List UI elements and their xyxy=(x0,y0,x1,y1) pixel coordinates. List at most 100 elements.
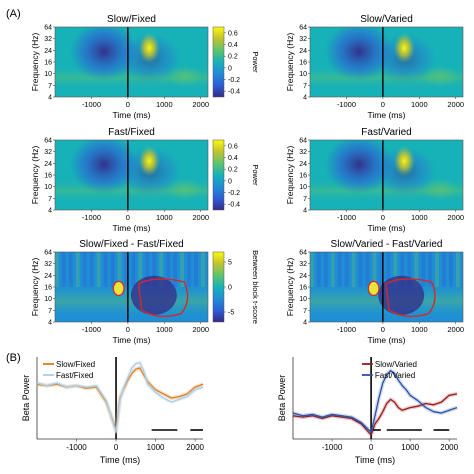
y-axis-label: Frequency (Hz) xyxy=(30,33,40,92)
desync-region xyxy=(70,140,138,194)
colorbar-label: Between block t-score xyxy=(251,250,260,324)
x-tick-label: 1000 xyxy=(156,100,173,109)
x-tick-label: 0 xyxy=(381,213,385,222)
noise-streak xyxy=(379,252,384,287)
colorbar-tick-label: 0.2 xyxy=(228,54,238,61)
heatmap-panel-2: Fast/Fixed 64 32 24 16 10 7 4 -1000 0 1000 2000 Time… xyxy=(30,127,260,233)
y-tick-label: 7 xyxy=(48,308,52,315)
rebound-blob xyxy=(138,145,160,177)
y-tick-label: 24 xyxy=(44,48,52,55)
y-tick-label: 16 xyxy=(44,173,52,180)
x-tick-label: 2000 xyxy=(440,443,458,452)
y-tick-label: 16 xyxy=(299,60,307,67)
noise-streak xyxy=(323,252,328,287)
late-region xyxy=(421,178,459,200)
y-tick-label: 32 xyxy=(44,261,52,268)
noise-streak xyxy=(96,252,101,287)
series-line xyxy=(36,361,204,433)
y-axis-label: Frequency (Hz) xyxy=(30,146,40,205)
noise-streak xyxy=(55,252,59,287)
colorbar-gradient xyxy=(212,139,225,211)
y-tick-label: 24 xyxy=(44,161,52,168)
x-tick-label: 0 xyxy=(126,213,130,222)
legend-label: Fast/Fixed xyxy=(56,371,93,380)
y-axis-label: Frequency (Hz) xyxy=(285,258,295,317)
colorbar-label: Power xyxy=(251,164,260,186)
panel-title: Fast/Fixed xyxy=(108,127,155,138)
y-tick-label: 4 xyxy=(303,95,307,102)
y-axis-label: Beta Power xyxy=(277,375,287,422)
positive-cluster xyxy=(112,280,125,296)
y-tick-label: 10 xyxy=(44,296,52,303)
noise-streak xyxy=(428,252,433,287)
line-chart-0: Slow/Fixed Fast/Fixed -1000 0 1000 2000 Time (… xyxy=(21,357,205,465)
colorbar-label: Power xyxy=(251,51,260,73)
y-tick-label: 10 xyxy=(44,71,52,78)
colorbar-tick-label: -5 xyxy=(228,310,234,317)
x-tick-label: -1000 xyxy=(322,443,343,452)
colorbar-tick-label: 0.6 xyxy=(228,30,238,37)
noise-streak xyxy=(344,252,349,287)
colorbar-tick-label: -0.2 xyxy=(228,190,240,197)
x-tick-label: -1000 xyxy=(337,325,356,334)
series-line xyxy=(292,393,458,436)
y-tick-label: 7 xyxy=(303,196,307,203)
negative-cluster xyxy=(378,275,425,315)
panel-label-a: (A) xyxy=(6,8,21,20)
y-axis-label: Frequency (Hz) xyxy=(30,258,40,317)
noise-streak xyxy=(330,252,335,287)
x-tick-label: 1000 xyxy=(401,443,419,452)
y-tick-label: 32 xyxy=(299,36,307,43)
noise-streak xyxy=(372,252,377,287)
colorbar-tick-label: 0.6 xyxy=(228,143,238,150)
line-chart-1: Slow/Varied Fast/Varied -1000 0 1000 2000 Time… xyxy=(277,357,459,465)
x-axis-label: Time (ms) xyxy=(355,455,395,465)
x-tick-label: 2000 xyxy=(447,213,464,222)
y-tick-label: 4 xyxy=(48,320,52,327)
heatmap-panel-1: Slow/Varied 64 32 24 16 10 7 4 -1000 0 1000 2000 Tim… xyxy=(285,14,464,120)
x-tick-label: 2000 xyxy=(186,443,204,452)
x-tick-label: 1000 xyxy=(411,213,428,222)
noise-streak xyxy=(159,252,164,287)
y-tick-label: 24 xyxy=(299,48,307,55)
noise-streak xyxy=(110,252,115,287)
noise-streak xyxy=(400,252,405,287)
noise-streak xyxy=(75,252,80,287)
x-tick-label: 0 xyxy=(369,443,374,452)
y-tick-label: 4 xyxy=(48,208,52,215)
x-tick-label: 2000 xyxy=(447,325,464,334)
y-tick-label: 32 xyxy=(44,36,52,43)
colorbar-tick-label: -0.4 xyxy=(228,89,240,96)
colorbar-tick-label: 0 xyxy=(228,178,232,185)
colorbar-gradient xyxy=(212,251,225,323)
colorbar-tick-label: 5 xyxy=(228,260,232,267)
panel-title: Slow/Varied xyxy=(360,14,413,25)
panel-title: Slow/Varied - Fast/Varied xyxy=(331,239,443,250)
y-tick-label: 10 xyxy=(299,71,307,78)
noise-streak xyxy=(365,252,370,287)
series-line xyxy=(292,370,458,433)
noise-streak xyxy=(310,252,314,287)
heatmap-panel-4: Slow/Fixed - Fast/Fixed 64 32 24 16 10 7 4 -1000… xyxy=(30,239,260,345)
x-tick-label: -1000 xyxy=(66,443,87,452)
x-tick-label: -1000 xyxy=(337,100,356,109)
y-axis-label: Beta Power xyxy=(21,375,31,422)
significance-contour xyxy=(385,278,436,318)
y-axis-label: Frequency (Hz) xyxy=(285,146,295,205)
legend-label: Slow/Fixed xyxy=(56,360,95,369)
y-tick-label: 32 xyxy=(299,149,307,156)
x-tick-label: 0 xyxy=(126,100,130,109)
colorbar-tick-label: 0 xyxy=(228,65,232,72)
y-tick-label: 24 xyxy=(299,273,307,280)
y-tick-label: 32 xyxy=(44,149,52,156)
y-tick-label: 64 xyxy=(299,138,307,145)
x-tick-label: 2000 xyxy=(192,100,209,109)
y-tick-label: 10 xyxy=(299,184,307,191)
x-tick-label: 0 xyxy=(381,100,385,109)
y-tick-label: 24 xyxy=(44,273,52,280)
x-tick-label: 1000 xyxy=(156,325,173,334)
x-tick-label: -1000 xyxy=(82,100,101,109)
x-axis-label: Time (ms) xyxy=(368,110,406,120)
noise-streak xyxy=(89,252,94,287)
